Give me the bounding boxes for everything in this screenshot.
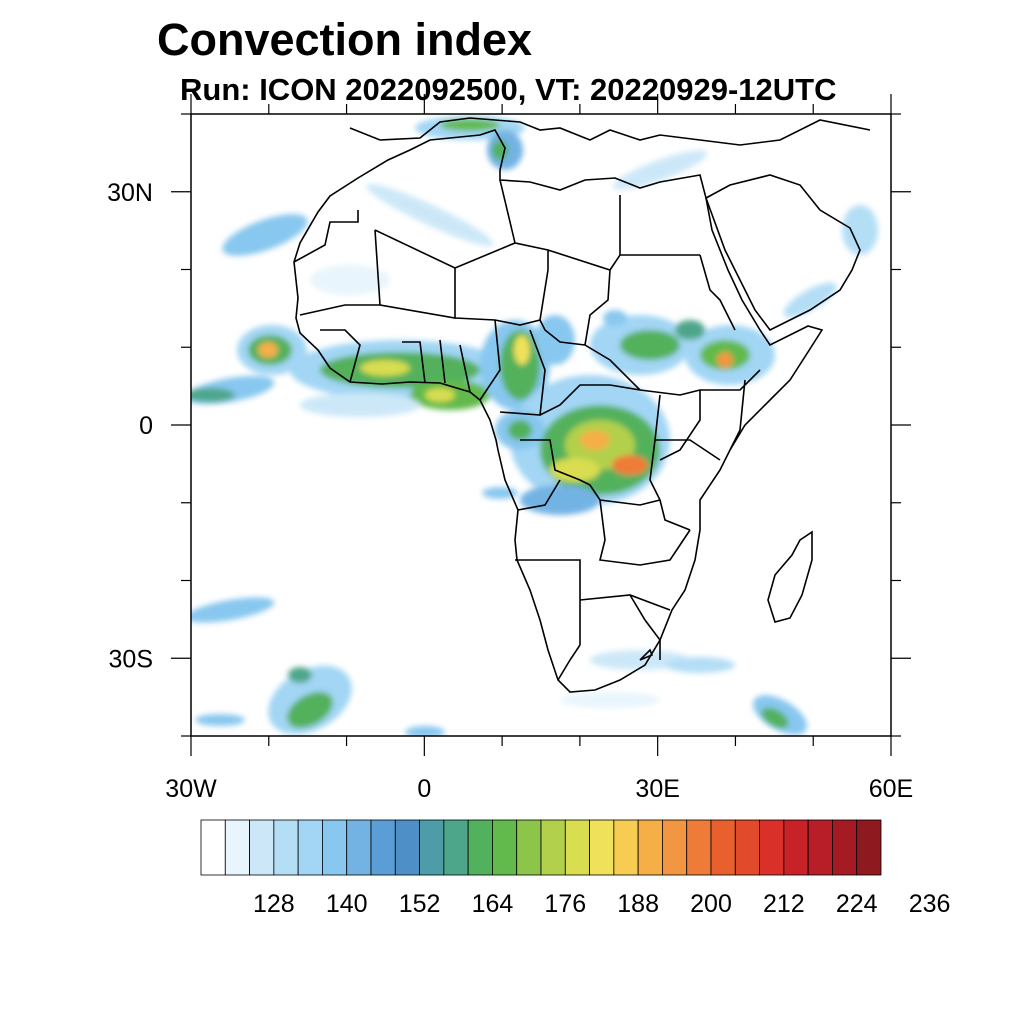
colorbar-tick-label: 188 bbox=[617, 890, 659, 918]
colorbar-swatch bbox=[200, 819, 226, 876]
colorbar-tick-label: 224 bbox=[836, 890, 878, 918]
colorbar-swatch bbox=[589, 819, 615, 876]
colorbar-swatch bbox=[734, 819, 760, 876]
colorbar-swatch bbox=[807, 819, 833, 876]
x-tick-label: 30W bbox=[165, 775, 217, 803]
colorbar-tick-label: 200 bbox=[690, 890, 732, 918]
colorbar-tick-label: 176 bbox=[544, 890, 586, 918]
colorbar-swatch bbox=[394, 819, 420, 876]
colorbar-swatch bbox=[297, 819, 323, 876]
colorbar-swatch bbox=[322, 819, 348, 876]
europe-coastline bbox=[349, 117, 871, 146]
colorbar-swatch bbox=[856, 819, 882, 876]
convection-field bbox=[191, 116, 878, 736]
colorbar-swatch bbox=[832, 819, 858, 876]
colorbar-tick-label: 212 bbox=[763, 890, 805, 918]
colorbar-swatch bbox=[783, 819, 809, 876]
colorbar-tick-label: 128 bbox=[253, 890, 295, 918]
colorbar-tick-label: 164 bbox=[472, 890, 514, 918]
x-tick-label: 30E bbox=[635, 775, 679, 803]
map-title: Convection index bbox=[157, 14, 533, 65]
colorbar-swatch bbox=[516, 819, 542, 876]
country-borders bbox=[293, 179, 761, 681]
colorbar-swatch bbox=[249, 819, 275, 876]
colorbar-tick-label: 140 bbox=[326, 890, 368, 918]
colorbar: 128 140 152 164 176 188 200 212 224 236 bbox=[200, 819, 951, 918]
colorbar-swatch bbox=[419, 819, 445, 876]
axis-ticks: 30W 0 30E 60E 30N 0 30S bbox=[107, 94, 913, 803]
arabia-coastline bbox=[705, 174, 861, 332]
colorbar-swatch bbox=[613, 819, 639, 876]
colorbar-swatch bbox=[467, 819, 493, 876]
coastlines-borders bbox=[293, 117, 871, 693]
colorbar-tick-label: 152 bbox=[399, 890, 441, 918]
colorbar-swatch bbox=[759, 819, 785, 876]
colorbar-swatch bbox=[710, 819, 736, 876]
colorbar-swatch bbox=[686, 819, 712, 876]
colorbar-swatch bbox=[443, 819, 469, 876]
colorbar-swatch bbox=[564, 819, 590, 876]
colorbar-tick-label: 236 bbox=[909, 890, 951, 918]
colorbar-swatch bbox=[224, 819, 250, 876]
colorbar-swatch bbox=[540, 819, 566, 876]
map-subtitle: Run: ICON 2022092500, VT: 20220929-12UTC bbox=[180, 72, 837, 107]
y-tick-label: 30S bbox=[109, 645, 153, 673]
x-tick-label: 0 bbox=[417, 775, 431, 803]
x-tick-label: 60E bbox=[869, 775, 913, 803]
colorbar-swatch bbox=[346, 819, 372, 876]
colorbar-swatch bbox=[273, 819, 299, 876]
y-tick-label: 30N bbox=[107, 179, 153, 207]
madagascar-coastline bbox=[767, 530, 813, 623]
colorbar-swatch bbox=[637, 819, 663, 876]
y-tick-label: 0 bbox=[139, 412, 153, 440]
colorbar-swatch bbox=[370, 819, 396, 876]
colorbar-swatch bbox=[662, 819, 688, 876]
colorbar-swatch bbox=[492, 819, 518, 876]
